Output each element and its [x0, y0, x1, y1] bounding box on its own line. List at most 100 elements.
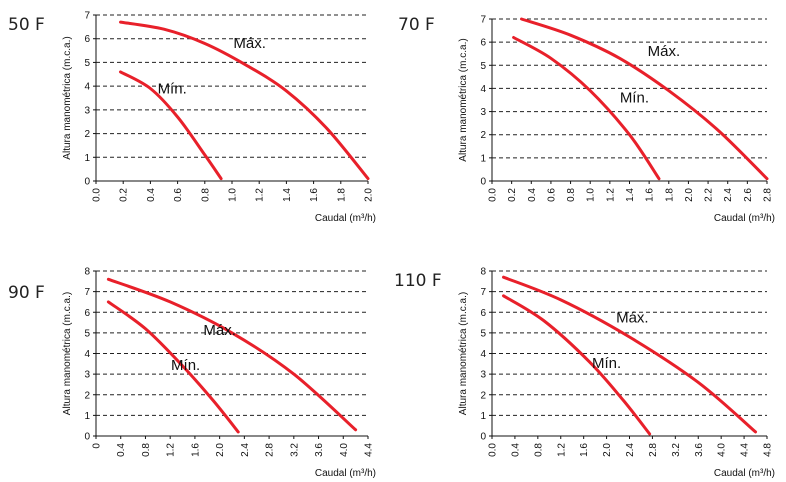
- series-line-min: [502, 294, 652, 436]
- x-tick-label: 3.2: [289, 443, 300, 457]
- x-tick-label: 4.8: [763, 443, 774, 457]
- x-tick-label: 2.8: [763, 188, 774, 202]
- chart-title: 70 F: [398, 15, 435, 35]
- y-tick-label: 7: [480, 15, 486, 26]
- y-tick-label: 8: [480, 267, 486, 278]
- y-tick-label: 0: [480, 177, 486, 188]
- series-label-min: Mín.: [620, 89, 649, 106]
- y-tick-label: 3: [480, 107, 486, 118]
- series-line-max: [520, 17, 769, 181]
- y-tick-label: 0: [84, 432, 90, 443]
- x-tick-label: 0.0: [488, 188, 499, 202]
- y-tick-label: 6: [480, 38, 486, 49]
- x-axis-label: Caudal (m³/h): [315, 468, 376, 479]
- y-tick-label: 3: [84, 105, 90, 116]
- y-tick-label: 4: [480, 84, 486, 95]
- chart-title: 50 F: [8, 15, 45, 35]
- y-axis-label: Altura manométrica (m.c.a.): [458, 38, 469, 161]
- chart-panel-1: 70 F 0 1 2 3 4 5 6 7 0.0 0.2 0.4 0.6 0.8 1.0 1.2 1.4 1.6 1…: [398, 15, 775, 225]
- x-tick-label: 2.2: [704, 188, 715, 202]
- y-tick-label: 0: [480, 432, 486, 443]
- series-label-max: Máx.: [203, 322, 236, 339]
- x-tick-label: 0.0: [92, 188, 103, 202]
- chart-panel-0: 50 F 0 1 2 3 4 5 6 7 0.0 0.2 0.4 0.6 0.8 1.0 1.2 1.4 1.6 1…: [8, 11, 376, 225]
- x-tick-label: 0.4: [116, 443, 127, 457]
- x-tick-label: 1.6: [190, 443, 201, 457]
- series-line-max: [119, 20, 370, 181]
- y-axis-label: Altura manométrica (m.c.a.): [458, 292, 469, 415]
- x-tick-label: 1.8: [336, 188, 347, 202]
- x-tick-label: 0.8: [533, 443, 544, 457]
- x-tick-label: 0.4: [527, 188, 538, 202]
- x-tick-label: 2.6: [743, 188, 754, 202]
- x-tick-label: 0.0: [488, 443, 499, 457]
- y-tick-label: 5: [480, 328, 486, 339]
- series-label-max: Máx.: [648, 43, 681, 60]
- x-tick-label: 0.6: [546, 188, 557, 202]
- x-tick-label: 1.2: [166, 443, 177, 457]
- x-tick-label: 3.2: [671, 443, 682, 457]
- y-tick-label: 5: [84, 58, 90, 69]
- y-tick-label: 6: [480, 308, 486, 319]
- chart-title: 90 F: [8, 283, 45, 303]
- x-tick-label: 2.4: [240, 443, 251, 457]
- x-tick-label: 1.6: [579, 443, 590, 457]
- y-tick-label: 6: [84, 34, 90, 45]
- x-tick-label: 4.4: [740, 443, 751, 457]
- y-tick-label: 4: [84, 82, 90, 93]
- y-tick-label: 5: [480, 61, 486, 72]
- x-tick-label: 3.6: [314, 443, 325, 457]
- y-tick-label: 7: [480, 287, 486, 298]
- x-tick-label: 3.6: [694, 443, 705, 457]
- y-tick-label: 1: [480, 411, 486, 422]
- y-tick-label: 3: [480, 370, 486, 381]
- y-tick-label: 6: [84, 308, 90, 319]
- x-tick-label: 0.8: [566, 188, 577, 202]
- y-axis-label: Altura manométrica (m.c.a.): [62, 36, 73, 159]
- x-axis-label: Caudal (m³/h): [315, 213, 376, 224]
- x-tick-label: 1.2: [605, 188, 616, 202]
- x-tick-label: 0.2: [507, 188, 518, 202]
- x-tick-label: 0: [92, 443, 103, 449]
- x-tick-label: 1.6: [309, 188, 320, 202]
- x-tick-label: 4.0: [717, 443, 728, 457]
- x-tick-label: 0.6: [173, 188, 184, 202]
- x-tick-label: 0.8: [141, 443, 152, 457]
- x-tick-label: 0.8: [200, 188, 211, 202]
- x-tick-label: 2.0: [684, 188, 695, 202]
- x-tick-label: 2.0: [364, 188, 375, 202]
- x-tick-label: 2.0: [215, 443, 226, 457]
- y-tick-label: 7: [84, 287, 90, 298]
- series-line-min: [512, 36, 661, 181]
- series-label-max: Máx.: [233, 35, 266, 52]
- x-tick-label: 2.8: [265, 443, 276, 457]
- chart-title: 110 F: [394, 271, 442, 291]
- x-tick-label: 1.2: [556, 443, 567, 457]
- x-tick-label: 2.0: [602, 443, 613, 457]
- x-tick-label: 2.4: [723, 188, 734, 202]
- x-tick-label: 0.4: [510, 443, 521, 457]
- x-axis-label: Caudal (m³/h): [714, 468, 775, 479]
- y-tick-label: 3: [84, 370, 90, 381]
- x-tick-label: 1.4: [625, 188, 636, 202]
- y-tick-label: 2: [84, 390, 90, 401]
- x-tick-label: 1.0: [228, 188, 239, 202]
- series-line-min: [119, 70, 223, 181]
- x-axis-label: Caudal (m³/h): [714, 213, 775, 224]
- y-tick-label: 2: [480, 130, 486, 141]
- x-tick-label: 0.4: [146, 188, 157, 202]
- x-tick-label: 1.2: [255, 188, 266, 202]
- chart-panel-3: 110 F 0 1 2 3 4 5 6 7 8 0.0 0.4 0.8 1.2 1.6 2.0 2.4 2.8 3.…: [394, 267, 775, 480]
- x-tick-label: 4.0: [339, 443, 350, 457]
- y-tick-label: 2: [84, 129, 90, 140]
- y-tick-label: 1: [84, 411, 90, 422]
- y-tick-label: 1: [84, 153, 90, 164]
- series-label-min: Mín.: [158, 80, 187, 97]
- x-tick-label: 1.6: [645, 188, 656, 202]
- y-tick-label: 4: [84, 349, 90, 360]
- series-line-max: [502, 275, 757, 434]
- series-label-max: Máx.: [616, 310, 649, 327]
- series-line-min: [106, 300, 240, 434]
- x-tick-label: 2.8: [648, 443, 659, 457]
